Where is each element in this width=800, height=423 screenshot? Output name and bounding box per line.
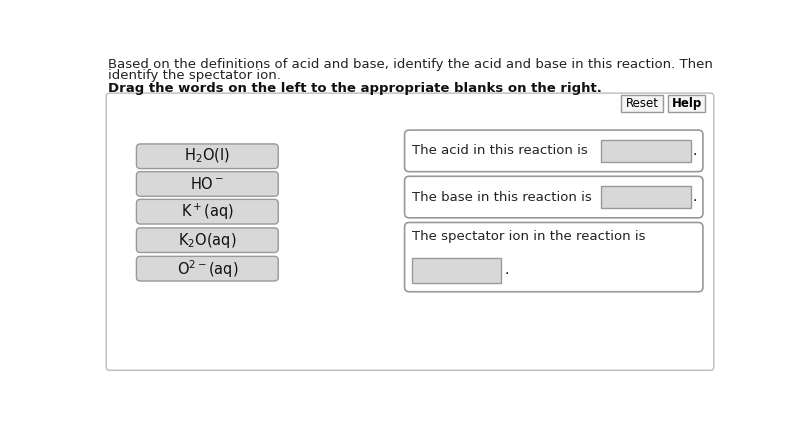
Text: The spectator ion in the reaction is: The spectator ion in the reaction is [412, 230, 646, 243]
FancyBboxPatch shape [412, 258, 502, 283]
Text: $\mathregular{K_2O(aq)}$: $\mathregular{K_2O(aq)}$ [178, 231, 237, 250]
Text: The acid in this reaction is: The acid in this reaction is [412, 144, 588, 157]
FancyBboxPatch shape [621, 96, 663, 113]
Text: .: . [693, 190, 698, 204]
Text: Help: Help [671, 97, 702, 110]
Text: Based on the definitions of acid and base, identify the acid and base in this re: Based on the definitions of acid and bas… [108, 58, 713, 71]
FancyBboxPatch shape [405, 176, 703, 218]
FancyBboxPatch shape [137, 144, 278, 169]
FancyBboxPatch shape [137, 172, 278, 196]
Text: $\mathregular{K^+(aq)}$: $\mathregular{K^+(aq)}$ [181, 201, 234, 222]
Text: .: . [693, 144, 698, 158]
FancyBboxPatch shape [137, 256, 278, 281]
Text: $\mathregular{HO^-}$: $\mathregular{HO^-}$ [190, 176, 225, 192]
Text: .: . [505, 263, 509, 277]
FancyBboxPatch shape [405, 130, 703, 172]
FancyBboxPatch shape [137, 228, 278, 253]
FancyBboxPatch shape [602, 186, 690, 208]
FancyBboxPatch shape [106, 93, 714, 370]
FancyBboxPatch shape [405, 222, 703, 292]
FancyBboxPatch shape [137, 199, 278, 224]
Text: The base in this reaction is: The base in this reaction is [412, 190, 592, 203]
Text: Drag the words on the left to the appropriate blanks on the right.: Drag the words on the left to the approp… [108, 82, 602, 95]
Text: $\mathregular{H_2O(l)}$: $\mathregular{H_2O(l)}$ [185, 147, 230, 165]
Text: identify the spectator ion.: identify the spectator ion. [108, 69, 281, 82]
FancyBboxPatch shape [602, 140, 690, 162]
FancyBboxPatch shape [668, 96, 706, 113]
Text: Reset: Reset [626, 97, 658, 110]
Text: $\mathregular{O^{2-}(aq)}$: $\mathregular{O^{2-}(aq)}$ [177, 258, 238, 280]
